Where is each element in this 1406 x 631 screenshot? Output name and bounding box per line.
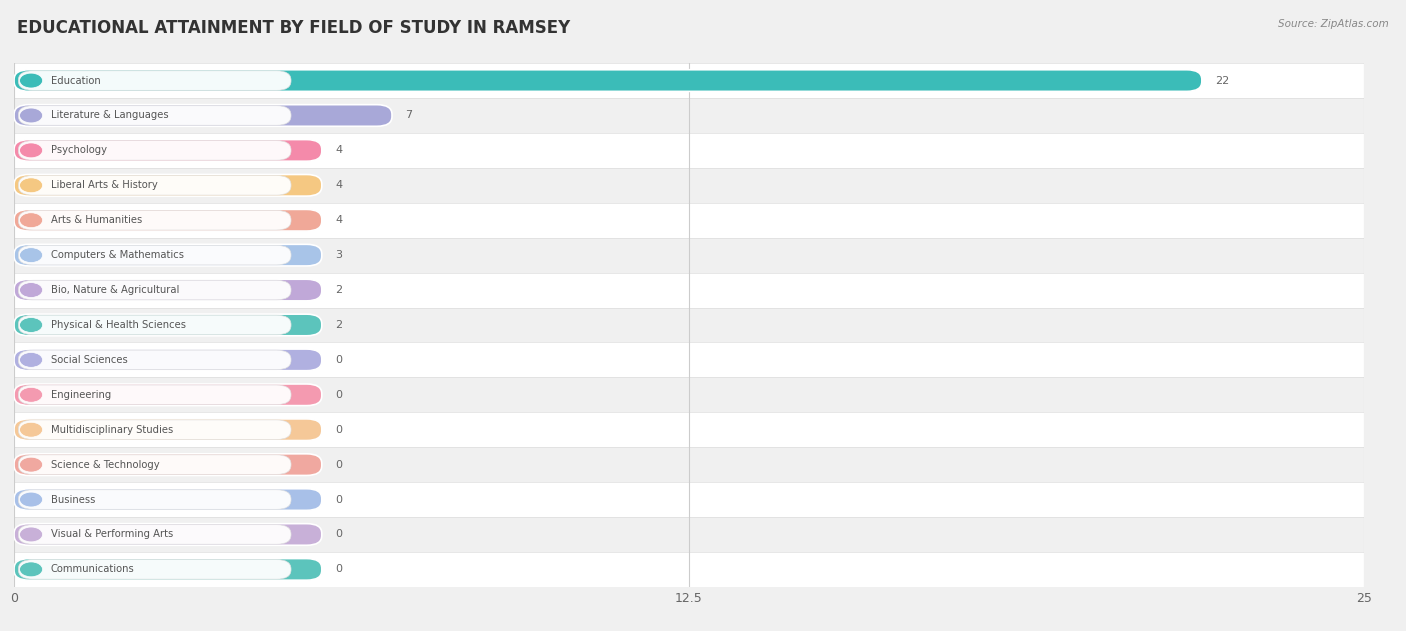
Circle shape: [20, 73, 42, 88]
FancyBboxPatch shape: [18, 420, 291, 439]
FancyBboxPatch shape: [14, 419, 322, 440]
Text: 7: 7: [405, 110, 412, 121]
Bar: [0, 552, 1406, 587]
Bar: [0, 412, 1406, 447]
Text: 0: 0: [335, 355, 342, 365]
Circle shape: [20, 317, 42, 333]
Text: Science & Technology: Science & Technology: [51, 459, 159, 469]
FancyBboxPatch shape: [18, 385, 291, 404]
Text: 2: 2: [335, 285, 343, 295]
Circle shape: [20, 178, 42, 192]
Bar: [0, 203, 1406, 238]
Text: EDUCATIONAL ATTAINMENT BY FIELD OF STUDY IN RAMSEY: EDUCATIONAL ATTAINMENT BY FIELD OF STUDY…: [17, 19, 569, 37]
Text: Psychology: Psychology: [51, 145, 107, 155]
FancyBboxPatch shape: [14, 209, 322, 231]
FancyBboxPatch shape: [14, 105, 392, 126]
FancyBboxPatch shape: [18, 71, 291, 90]
Circle shape: [20, 353, 42, 367]
FancyBboxPatch shape: [14, 524, 322, 545]
Circle shape: [20, 108, 42, 123]
Text: 2: 2: [335, 320, 343, 330]
Circle shape: [20, 562, 42, 577]
Text: Visual & Performing Arts: Visual & Performing Arts: [51, 529, 173, 540]
Text: Arts & Humanities: Arts & Humanities: [51, 215, 142, 225]
Bar: [0, 447, 1406, 482]
Bar: [0, 133, 1406, 168]
FancyBboxPatch shape: [14, 139, 322, 161]
Bar: [0, 343, 1406, 377]
Bar: [0, 238, 1406, 273]
FancyBboxPatch shape: [14, 489, 322, 510]
Text: 0: 0: [335, 495, 342, 505]
Circle shape: [20, 213, 42, 228]
Text: Liberal Arts & History: Liberal Arts & History: [51, 180, 157, 191]
Circle shape: [20, 492, 42, 507]
FancyBboxPatch shape: [18, 280, 291, 300]
Circle shape: [20, 422, 42, 437]
FancyBboxPatch shape: [14, 175, 322, 196]
Bar: [0, 273, 1406, 307]
FancyBboxPatch shape: [18, 490, 291, 509]
Text: 0: 0: [335, 425, 342, 435]
Text: Bio, Nature & Agricultural: Bio, Nature & Agricultural: [51, 285, 179, 295]
FancyBboxPatch shape: [14, 244, 322, 266]
Circle shape: [20, 143, 42, 158]
Text: Engineering: Engineering: [51, 390, 111, 400]
FancyBboxPatch shape: [18, 350, 291, 370]
Bar: [0, 307, 1406, 343]
FancyBboxPatch shape: [14, 558, 322, 580]
Text: 0: 0: [335, 390, 342, 400]
Text: Multidisciplinary Studies: Multidisciplinary Studies: [51, 425, 173, 435]
Text: Education: Education: [51, 76, 100, 86]
Text: 4: 4: [335, 180, 343, 191]
Bar: [0, 98, 1406, 133]
Circle shape: [20, 283, 42, 297]
FancyBboxPatch shape: [18, 525, 291, 544]
Circle shape: [20, 248, 42, 262]
FancyBboxPatch shape: [18, 455, 291, 475]
FancyBboxPatch shape: [14, 349, 322, 370]
Bar: [0, 517, 1406, 552]
Circle shape: [20, 457, 42, 472]
Text: 22: 22: [1215, 76, 1230, 86]
Text: 4: 4: [335, 215, 343, 225]
Text: Business: Business: [51, 495, 96, 505]
Text: 0: 0: [335, 529, 342, 540]
Bar: [0, 482, 1406, 517]
Text: 0: 0: [335, 459, 342, 469]
FancyBboxPatch shape: [14, 70, 1202, 91]
FancyBboxPatch shape: [18, 106, 291, 125]
Bar: [0, 63, 1406, 98]
FancyBboxPatch shape: [18, 560, 291, 579]
Text: 0: 0: [335, 564, 342, 574]
FancyBboxPatch shape: [14, 454, 322, 475]
Text: Literature & Languages: Literature & Languages: [51, 110, 169, 121]
Bar: [0, 377, 1406, 412]
FancyBboxPatch shape: [18, 211, 291, 230]
FancyBboxPatch shape: [18, 316, 291, 334]
Circle shape: [20, 387, 42, 402]
FancyBboxPatch shape: [18, 245, 291, 265]
FancyBboxPatch shape: [14, 280, 322, 301]
Text: Communications: Communications: [51, 564, 135, 574]
Text: Source: ZipAtlas.com: Source: ZipAtlas.com: [1278, 19, 1389, 29]
FancyBboxPatch shape: [18, 175, 291, 195]
FancyBboxPatch shape: [14, 314, 322, 336]
Text: Physical & Health Sciences: Physical & Health Sciences: [51, 320, 186, 330]
FancyBboxPatch shape: [18, 141, 291, 160]
Text: Computers & Mathematics: Computers & Mathematics: [51, 250, 184, 260]
FancyBboxPatch shape: [14, 384, 322, 406]
Text: 3: 3: [335, 250, 342, 260]
Text: Social Sciences: Social Sciences: [51, 355, 128, 365]
Bar: [0, 168, 1406, 203]
Text: 4: 4: [335, 145, 343, 155]
Circle shape: [20, 527, 42, 542]
